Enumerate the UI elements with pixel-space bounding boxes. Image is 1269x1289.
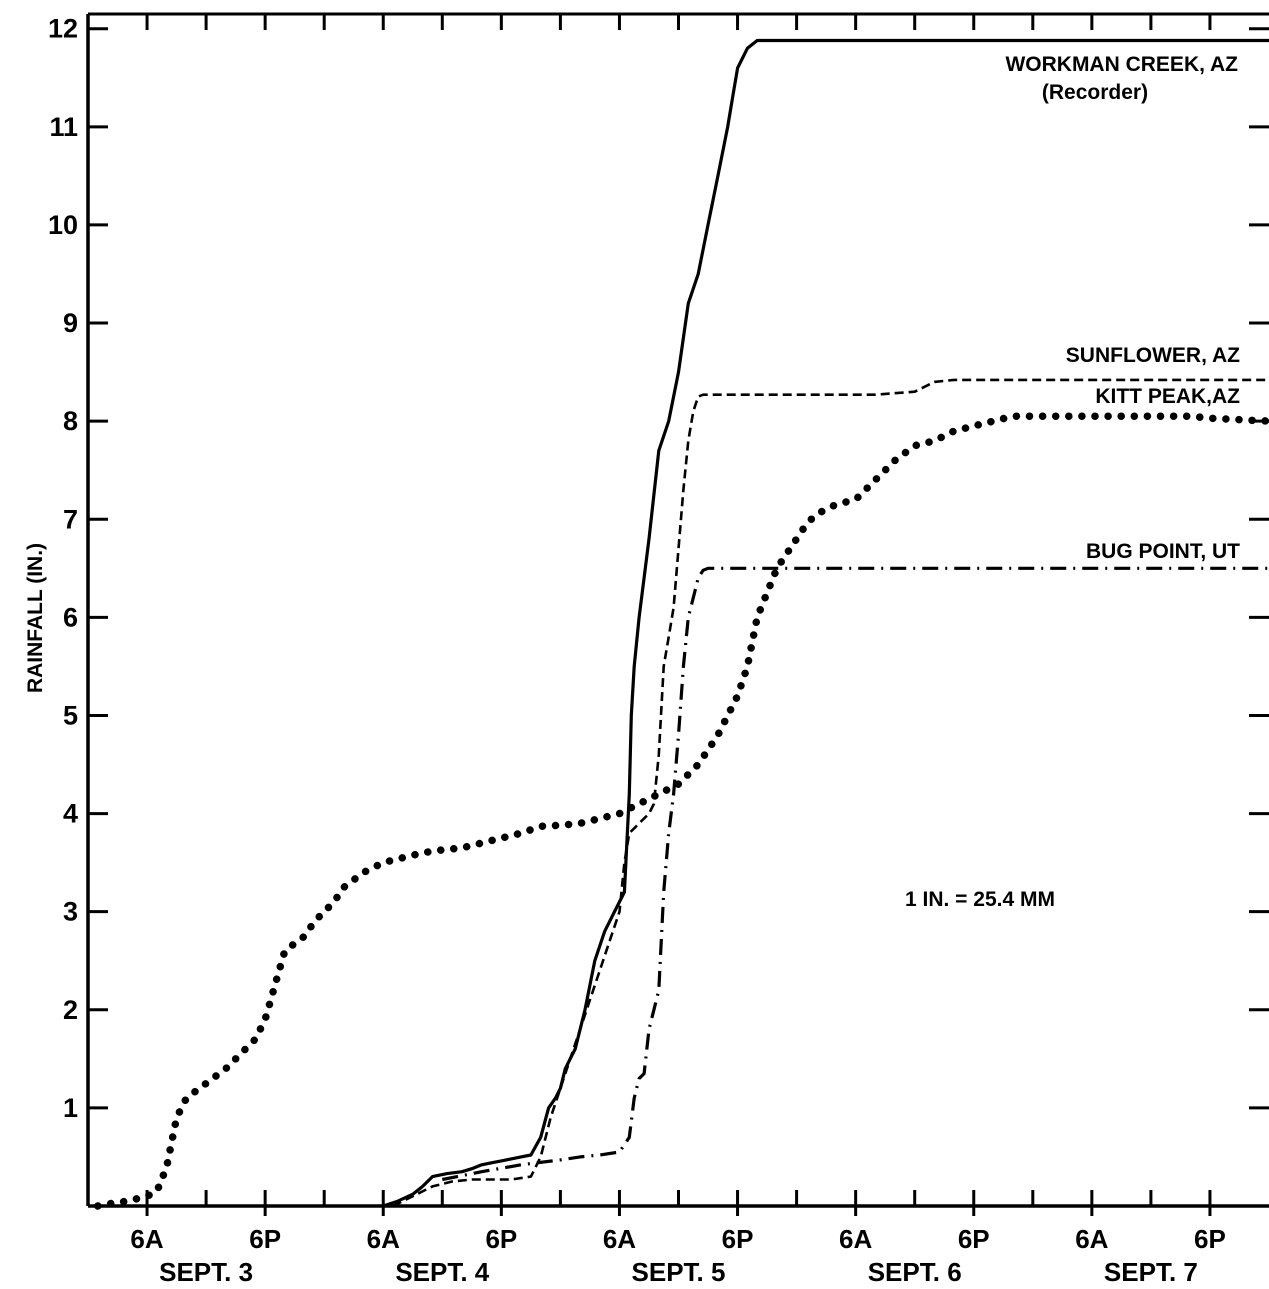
y-tick-label: 6 bbox=[63, 602, 78, 632]
y-tick-label: 1 bbox=[63, 1093, 78, 1123]
x-tick-label: 6P bbox=[485, 1224, 517, 1254]
series-label: KITT PEAK,AZ bbox=[1095, 385, 1240, 408]
y-tick-label: 11 bbox=[49, 112, 78, 142]
y-tick-label: 9 bbox=[63, 308, 78, 338]
series-label: BUG POINT, UT bbox=[1086, 540, 1240, 563]
y-tick-label: 5 bbox=[63, 700, 78, 730]
x-day-label: SEPT. 5 bbox=[632, 1257, 726, 1287]
x-tick-label: 6P bbox=[1194, 1224, 1226, 1254]
x-tick-label: 6A bbox=[130, 1224, 163, 1254]
y-tick-label: 4 bbox=[63, 799, 78, 829]
x-tick-label: 6A bbox=[839, 1224, 872, 1254]
series-line-workman-creek-az bbox=[381, 38, 1269, 1208]
unit-annotation: 1 IN. = 25.4 MM bbox=[905, 888, 1055, 911]
series-line-kitt-peak-az bbox=[94, 412, 1269, 1210]
plot-frame bbox=[86, 12, 1269, 1208]
y-tick-label: 2 bbox=[63, 995, 78, 1025]
y-tick-label: 8 bbox=[63, 406, 78, 436]
series-label: SUNFLOWER, AZ bbox=[1066, 344, 1240, 367]
y-tick-label: 3 bbox=[63, 897, 78, 927]
y-axis-label: RAINFALL (IN.) bbox=[24, 543, 47, 693]
x-tick-label: 6P bbox=[958, 1224, 990, 1254]
x-day-label: SEPT. 4 bbox=[395, 1257, 489, 1287]
series-lines bbox=[94, 38, 1269, 1210]
y-tick-label: 7 bbox=[63, 504, 78, 534]
x-tick-label: 6P bbox=[249, 1224, 281, 1254]
x-tick-label: 6P bbox=[722, 1224, 754, 1254]
x-tick-label: 6A bbox=[367, 1224, 400, 1254]
series-sublabel: (Recorder) bbox=[1042, 81, 1148, 104]
x-tick-label: 6A bbox=[1075, 1224, 1108, 1254]
series-line-bug-point-ut bbox=[441, 566, 1269, 1182]
series-labels: WORKMAN CREEK, AZ (Recorder) SUNFLOWER, AZ… bbox=[1005, 53, 1240, 563]
series-line-sunflower-az bbox=[392, 378, 1269, 1208]
series-label: WORKMAN CREEK, AZ bbox=[1005, 53, 1238, 76]
x-day-label: SEPT. 6 bbox=[868, 1257, 962, 1287]
x-day-label: SEPT. 3 bbox=[159, 1257, 253, 1287]
x-tick-label: 6A bbox=[603, 1224, 636, 1254]
y-tick-label: 12 bbox=[48, 14, 78, 44]
x-day-label: SEPT. 7 bbox=[1104, 1257, 1198, 1287]
y-tick-label: 10 bbox=[48, 210, 78, 240]
